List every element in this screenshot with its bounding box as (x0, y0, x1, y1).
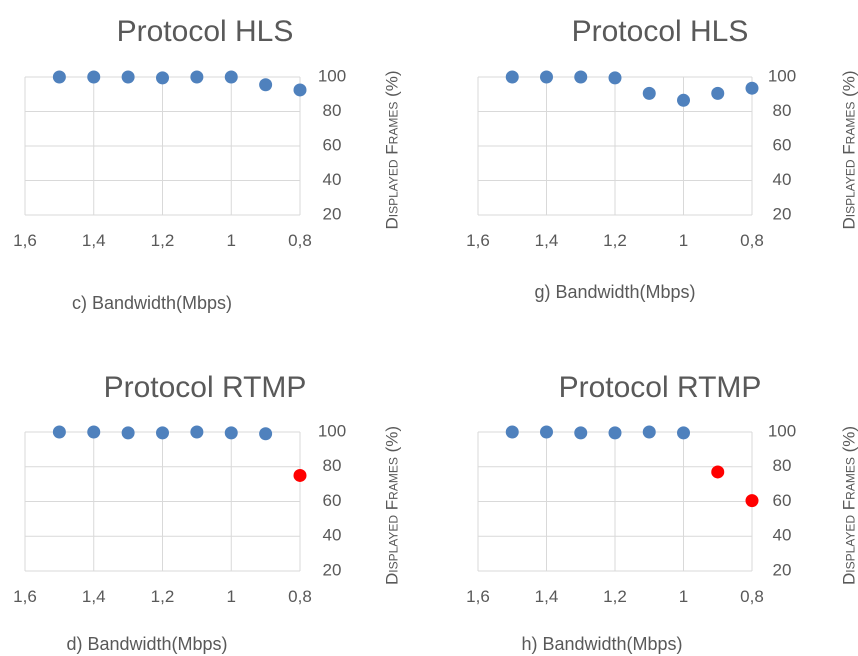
chart-title: Protocol RTMP (559, 371, 762, 404)
x-tick-label: 1,6 (466, 587, 490, 606)
data-point (121, 70, 135, 84)
y-axis-label: Displayed Frames (%) (839, 426, 858, 585)
data-point (711, 86, 725, 100)
data-point (156, 426, 169, 440)
data-point (642, 86, 656, 100)
y-tick-label: 20 (323, 204, 342, 223)
data-point (505, 425, 519, 439)
chart-title: Protocol HLS (117, 15, 294, 48)
x-tick-label: 0,8 (288, 231, 312, 250)
y-tick-label: 40 (773, 170, 792, 189)
data-point (677, 93, 690, 107)
data-point (190, 70, 204, 84)
data-point (608, 426, 622, 440)
x-tick-label: 1,2 (603, 231, 627, 250)
data-point (745, 494, 759, 508)
chart-title: Protocol HLS (572, 15, 749, 48)
data-point (259, 427, 273, 441)
x-tick-label: 1,4 (82, 587, 106, 606)
data-point (293, 83, 307, 97)
y-tick-label: 60 (323, 491, 342, 510)
x-tick-label: 1,2 (151, 587, 175, 606)
x-tick-label: 1,4 (82, 231, 106, 250)
x-tick-label: 0,8 (288, 587, 312, 606)
y-tick-label: 100 (318, 66, 346, 85)
data-point (608, 71, 622, 85)
data-point (505, 70, 519, 84)
y-tick-label: 80 (323, 101, 342, 120)
chart-panel-1: Protocol HLS 1,6 1,4 1,2 1 0,8 20 40 60 80 100 c) B… (13, 15, 401, 313)
x-tick-label: 1 (227, 587, 236, 606)
data-point (677, 426, 690, 440)
data-point (156, 71, 169, 85)
data-point (745, 81, 759, 95)
y-tick-label: 60 (773, 491, 792, 510)
data-point (540, 425, 553, 439)
data-point (574, 70, 588, 84)
x-tick-label: 1,2 (603, 587, 627, 606)
y-tick-label: 20 (773, 204, 792, 223)
data-point (224, 70, 238, 84)
y-tick-label: 100 (768, 421, 796, 440)
data-point (540, 70, 553, 84)
data-point (190, 425, 204, 439)
x-axis-label: c) Bandwidth(Mbps) (72, 293, 232, 313)
data-point (121, 426, 135, 440)
x-tick-label: 0,8 (740, 231, 764, 250)
y-tick-label: 80 (773, 456, 792, 475)
data-point (293, 468, 307, 482)
x-axis-label: h) Bandwidth(Mbps) (521, 634, 682, 654)
x-tick-label: 0,8 (740, 587, 764, 606)
x-tick-label: 1,6 (13, 587, 37, 606)
x-tick-label: 1,2 (151, 231, 175, 250)
y-axis-label: Displayed Frames (%) (839, 70, 858, 229)
x-tick-label: 1,6 (13, 231, 37, 250)
y-axis-label: Displayed Frames (%) (382, 426, 401, 585)
x-tick-label: 1 (679, 587, 688, 606)
x-tick-label: 1 (227, 231, 236, 250)
y-tick-label: 60 (773, 135, 792, 154)
x-tick-label: 1,4 (535, 231, 559, 250)
y-tick-label: 80 (773, 101, 792, 120)
y-axis-label: Displayed Frames (%) (382, 70, 401, 229)
data-point (711, 465, 725, 479)
chart-panel-3: Protocol RTMP 1,6 1,4 1,2 1 0,8 20 40 60 80 100 d) … (13, 371, 401, 654)
chart-title: Protocol RTMP (104, 371, 307, 404)
y-tick-label: 80 (323, 456, 342, 475)
chart-panel-4: Protocol RTMP 1,6 1,4 1,2 1 0,8 20 40 60 80 100 h) … (466, 371, 858, 654)
y-tick-label: 100 (768, 66, 796, 85)
y-tick-label: 40 (323, 526, 342, 545)
chart-panel-2: Protocol HLS 1,6 1,4 1,2 1 0,8 20 40 60 80 100 g) B… (466, 15, 858, 302)
y-tick-label: 100 (318, 421, 346, 440)
data-point (642, 425, 656, 439)
y-tick-label: 40 (323, 170, 342, 189)
data-point (52, 425, 66, 439)
x-tick-label: 1 (679, 231, 688, 250)
x-tick-label: 1,4 (535, 587, 559, 606)
y-tick-label: 20 (773, 560, 792, 579)
y-tick-label: 40 (773, 526, 792, 545)
x-axis-label: d) Bandwidth(Mbps) (66, 634, 227, 654)
y-tick-label: 60 (323, 135, 342, 154)
data-point (259, 78, 273, 92)
data-point (224, 426, 238, 440)
x-tick-label: 1,6 (466, 231, 490, 250)
data-point (87, 425, 101, 439)
data-point (87, 70, 101, 84)
x-axis-label: g) Bandwidth(Mbps) (534, 282, 695, 302)
data-point (52, 70, 66, 84)
y-tick-label: 20 (323, 560, 342, 579)
data-point (574, 426, 588, 440)
